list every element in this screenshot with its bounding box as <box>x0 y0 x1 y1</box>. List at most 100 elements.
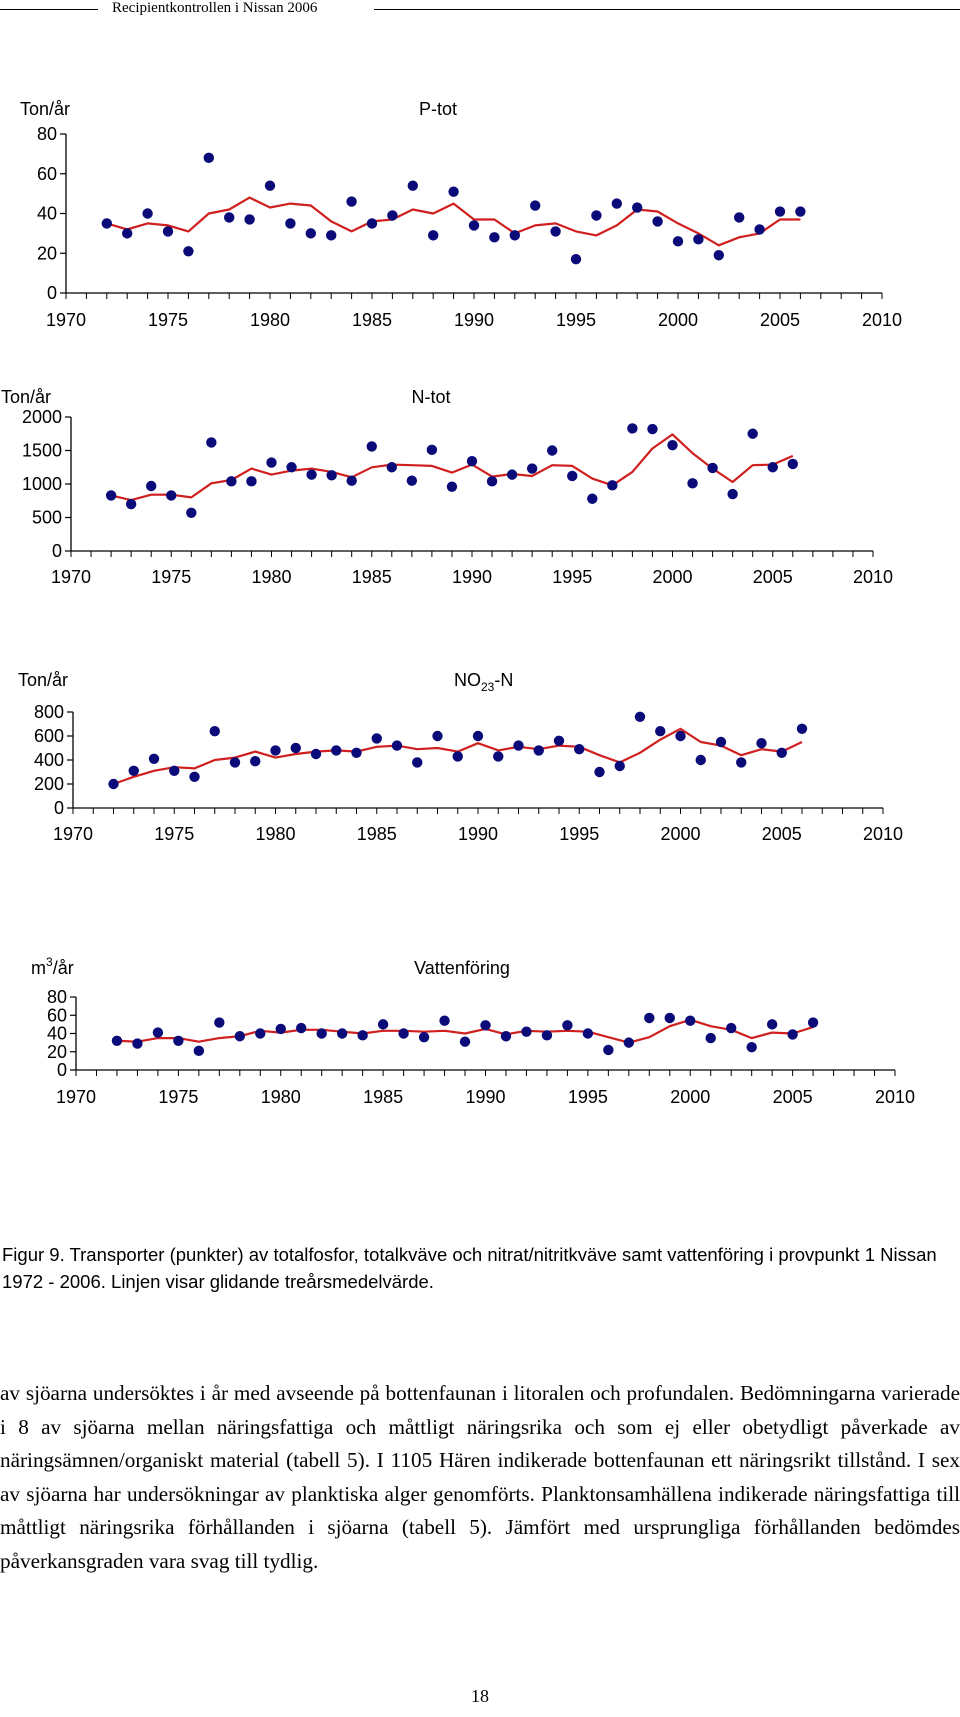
chart-y-unit: Ton/år <box>18 670 68 690</box>
data-point <box>407 180 418 191</box>
y-tick-label: 0 <box>52 541 62 561</box>
x-tick-label: 2005 <box>773 1087 813 1107</box>
data-point <box>611 198 622 209</box>
x-tick-label: 2005 <box>753 567 793 587</box>
data-point <box>776 747 787 758</box>
data-point <box>105 490 117 501</box>
y-unit-base: m <box>31 958 46 978</box>
data-point <box>541 1030 553 1041</box>
data-point <box>357 1030 368 1041</box>
data-point <box>685 1015 696 1026</box>
data-point <box>264 180 276 191</box>
chart-title-base: NO <box>454 670 481 690</box>
data-point <box>513 740 524 751</box>
header-rule-right <box>374 9 960 10</box>
y-tick-label: 0 <box>57 1060 67 1080</box>
data-point <box>148 753 160 764</box>
data-point <box>391 740 403 751</box>
data-point <box>509 230 520 241</box>
data-point <box>550 226 561 237</box>
data-point <box>726 1022 737 1034</box>
x-tick-label: 1990 <box>452 567 492 587</box>
data-point <box>173 1035 184 1046</box>
chart-title: P-tot <box>419 99 457 119</box>
data-point <box>412 757 423 768</box>
x-tick-label: 1990 <box>458 824 498 844</box>
data-point <box>346 196 357 207</box>
data-point <box>747 428 758 439</box>
y-tick-label: 80 <box>37 124 57 144</box>
data-point <box>214 1017 225 1028</box>
data-point <box>705 1032 716 1044</box>
moving-average-line <box>116 1018 814 1044</box>
data-point <box>587 493 598 504</box>
data-point <box>203 152 214 164</box>
data-point <box>452 751 463 762</box>
chart-title-subscript: 23 <box>481 680 495 694</box>
data-point <box>189 771 200 782</box>
data-point <box>570 254 582 265</box>
data-point <box>756 738 767 749</box>
plot-area: 0 500 1000 1500 2000 1970 1975 1980 1985 1990 1995… <box>22 407 893 587</box>
data-point <box>614 760 625 772</box>
data-point <box>655 726 666 737</box>
x-tick-label: 1995 <box>559 824 599 844</box>
data-point <box>736 757 747 768</box>
y-tick-label: 20 <box>47 1042 67 1062</box>
data-point <box>331 745 342 756</box>
data-point <box>574 744 585 755</box>
data-point <box>667 439 678 451</box>
x-tick-label: 1970 <box>51 567 91 587</box>
data-point <box>807 1017 819 1028</box>
x-tick-label: 2005 <box>760 310 800 330</box>
x-tick-label: 1995 <box>552 567 592 587</box>
data-point <box>101 218 113 229</box>
chart-title: Vattenföring <box>414 958 510 978</box>
data-point <box>398 1028 409 1039</box>
data-point <box>346 475 357 486</box>
data-point <box>224 212 235 223</box>
x-tick-label: 1975 <box>154 824 194 844</box>
x-tick-label: 2005 <box>762 824 802 844</box>
x-tick-label: 1970 <box>56 1087 96 1107</box>
y-tick-label: 0 <box>47 283 57 303</box>
data-point <box>111 1035 123 1046</box>
data-point <box>377 1019 389 1030</box>
data-point <box>246 476 257 487</box>
data-point <box>530 200 541 211</box>
x-tick-label: 1980 <box>251 567 291 587</box>
data-point <box>480 1020 491 1031</box>
data-point <box>707 462 718 474</box>
x-tick-label: 1985 <box>357 824 397 844</box>
x-tick-label: 2010 <box>853 567 893 587</box>
data-point <box>489 232 500 243</box>
y-tick-label: 1500 <box>22 441 62 461</box>
x-tick-label: 1990 <box>465 1087 505 1107</box>
data-point <box>562 1020 573 1031</box>
data-point <box>142 208 153 219</box>
data-point <box>486 476 498 487</box>
data-point <box>713 250 724 261</box>
x-tick-label: 1975 <box>151 567 191 587</box>
data-point <box>715 736 727 748</box>
data-point <box>386 462 397 473</box>
data-point <box>647 423 658 435</box>
data-point <box>234 1031 245 1042</box>
x-tick-label: 1985 <box>363 1087 403 1107</box>
chart-n-tot: Ton/år N-tot 0 500 1000 1500 2000 1970 1975 198… <box>1 387 893 587</box>
data-point <box>162 226 174 237</box>
data-point <box>285 218 296 229</box>
data-point <box>594 766 605 778</box>
data-point <box>336 1028 348 1039</box>
chart-y-unit: Ton/år <box>20 99 70 119</box>
x-tick-label: 2010 <box>863 824 903 844</box>
data-point <box>266 457 277 468</box>
data-point <box>290 742 301 754</box>
data-point <box>767 462 778 473</box>
y-tick-label: 1000 <box>22 474 62 494</box>
data-point <box>128 765 139 776</box>
data-point <box>446 481 458 492</box>
data-point <box>418 1031 430 1043</box>
data-point <box>664 1012 675 1024</box>
data-point <box>466 456 478 467</box>
